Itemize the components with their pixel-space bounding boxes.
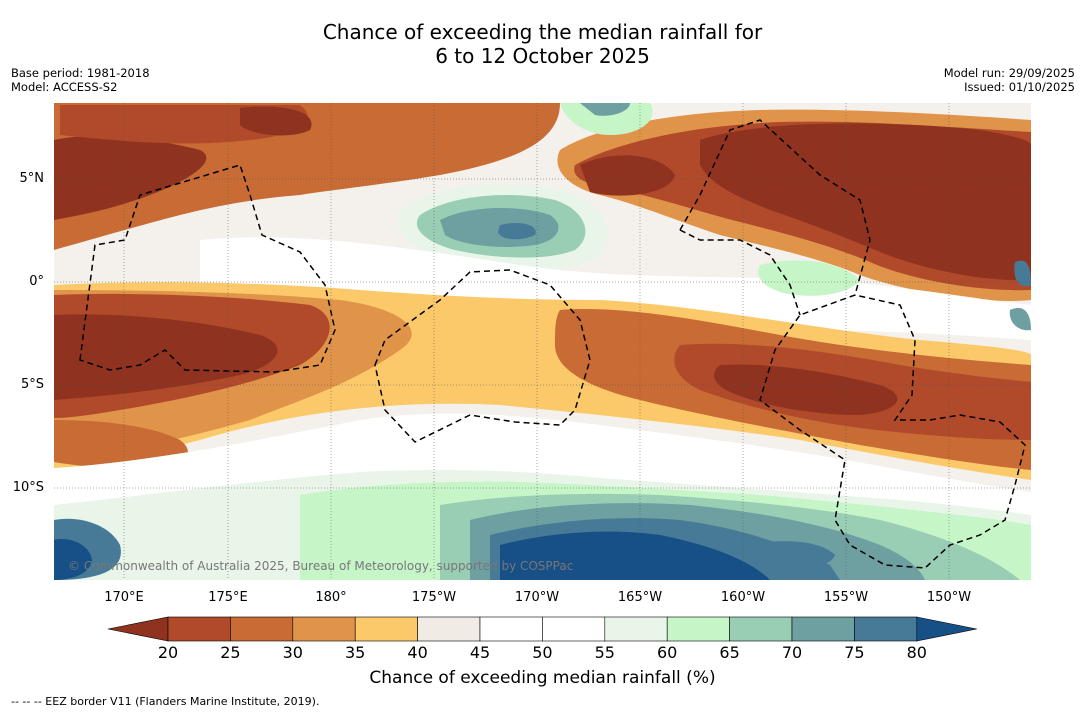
south-dry-deep-east [714,364,898,415]
colorbar-tick-label: 50 [532,643,553,662]
colorbar-segment [854,616,918,642]
colorbar-segment [417,616,481,642]
north-dry-spot [240,106,312,136]
lon-label-175e: 175°E [208,590,248,605]
issued-date: Issued: 01/10/2025 [964,80,1075,94]
colorbar-segment [666,616,730,642]
colorbar-tick-label: 20 [157,643,179,662]
colorbar-segment [791,616,855,642]
base-period: Base period: 1981-2018 [11,66,150,80]
title-line-2: 6 to 12 October 2025 [435,44,650,68]
far-east-wet [1014,260,1031,287]
northeast-dry-core [700,123,1031,281]
colorbar-arrow-low [107,616,169,642]
meta-left: Base period: 1981-2018 Model: ACCESS-S2 [11,66,150,94]
lat-label-5s: 5°S [20,377,44,392]
top-wet-spot [560,103,653,135]
eez-border-east [679,119,1026,569]
colorbar-tick-label: 55 [594,643,615,662]
eez-borders [79,119,1026,569]
meta-right: Model run: 29/09/2025 Issued: 01/10/2025 [944,66,1075,94]
colorbar-segment [479,616,543,642]
colorbar-segment [292,616,356,642]
lon-label-165w: 165°W [617,590,663,605]
lon-label-160w: 160°W [720,590,766,605]
colorbar-tick-label: 75 [844,643,865,662]
colorbar-tick-label: 25 [220,643,241,662]
model-name: Model: ACCESS-S2 [11,80,118,94]
colorbar-tick-label: 70 [781,643,803,662]
north-wet-center [498,223,536,240]
colorbar-arrow-high [916,616,977,642]
lat-label-0: 0° [29,274,44,289]
title-line-1: Chance of exceeding the median rainfall … [322,20,763,44]
colorbar-segment [604,616,668,642]
copyright-notice: © Commonwealth of Australia 2025, Bureau… [68,559,574,573]
lat-label-5n: 5°N [19,171,45,186]
colorbar-tick-label: 35 [345,643,366,662]
lat-label-10s: 10°S [12,480,44,495]
colorbar-tick-label: 45 [469,643,491,662]
equator-white-band [200,237,1031,340]
lon-label-170w: 170°W [514,590,560,605]
lon-label-150w: 150°W [926,590,972,605]
colorbar-tick-label: 40 [407,643,428,662]
colorbar-segment [230,616,294,642]
colorbar-tick-label: 60 [657,643,678,662]
eez-border-central [374,269,591,443]
gridlines [54,103,1031,580]
colorbar-tick-label: 65 [719,643,740,662]
colorbar-title: Chance of exceeding median rainfall (%) [369,668,716,688]
dry-blob-mid-north [580,155,675,196]
rainfall-field [54,103,1031,580]
north-dry-core [54,135,207,220]
lon-label-180: 180° [315,590,347,605]
lon-label-155w: 155°W [823,590,869,605]
colorbar-segment [167,616,231,642]
south-wet-east-blue [748,541,835,569]
colorbar-segment [729,616,793,642]
south-dry-deep-west [54,314,278,400]
southwest-wet-core [54,539,92,580]
model-run: Model run: 29/09/2025 [943,66,1075,80]
colorbar-segment [354,616,418,642]
far-east-wet-2 [1009,307,1031,331]
east-wet-halo [758,260,860,296]
eez-border-west [79,164,336,373]
lon-label-170e: 170°E [104,590,144,605]
eez-footnote: -- -- -- EEZ border V11 (Flanders Marine… [11,695,320,708]
south-wet-deep-blue [500,531,770,580]
chart-title: Chance of exceeding the median rainfall … [0,20,1085,68]
colorbar [107,616,977,642]
top-wet-core [580,103,630,116]
colorbar-tick-label: 80 [906,643,927,662]
lon-label-175w: 175°W [411,590,457,605]
colorbar-segment [542,616,606,642]
colorbar-tick-label: 30 [282,643,303,662]
